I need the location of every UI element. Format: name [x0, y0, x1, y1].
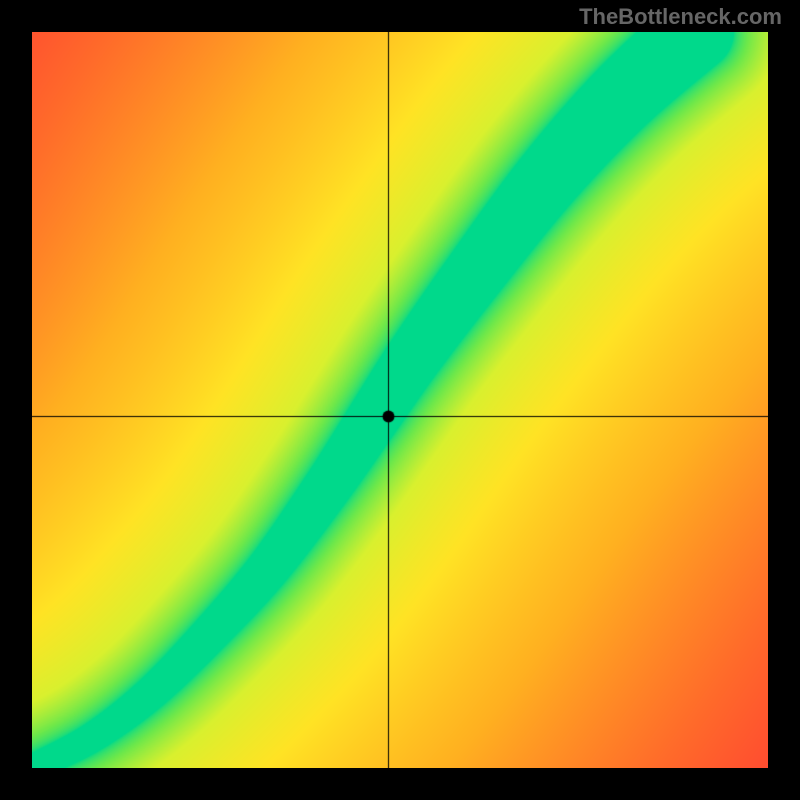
watermark-text: TheBottleneck.com	[579, 4, 782, 30]
plot-area	[32, 32, 768, 768]
heatmap-canvas	[32, 32, 768, 768]
chart-container: TheBottleneck.com	[0, 0, 800, 800]
